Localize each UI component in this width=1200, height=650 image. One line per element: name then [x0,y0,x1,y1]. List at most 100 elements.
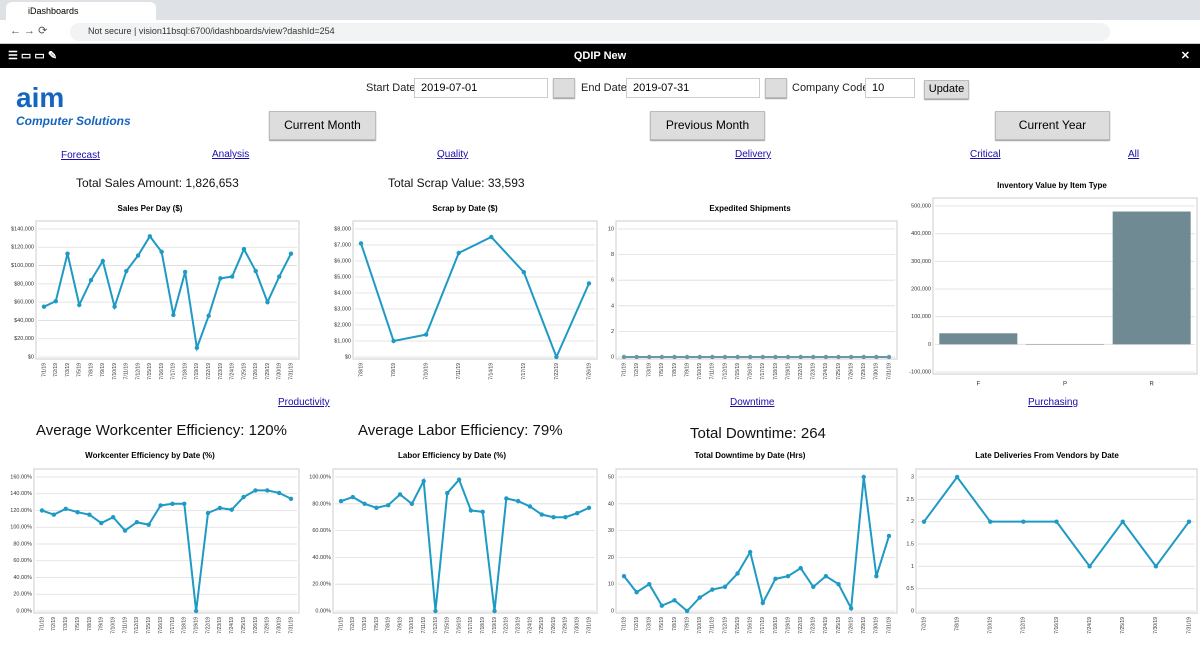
data-point [554,354,559,360]
nav-link[interactable]: Productivity [278,397,330,408]
y-tick-label: 40 [608,501,614,507]
start-label: Start Date [366,82,416,94]
bar [939,333,1018,345]
x-tick-label: 7/24/19 [229,617,235,634]
data-point [811,354,816,360]
nav-link[interactable]: Critical [970,149,1001,160]
update-button[interactable]: Update [924,80,969,99]
x-tick-label: 7/1/19 [621,617,627,631]
chart-title: Expedited Shipments [709,204,791,213]
data-point [445,490,450,496]
data-point [265,299,270,305]
y-tick-label: 40.00% [13,575,32,581]
x-tick-label: 7/31/19 [886,363,892,380]
y-tick-label: 160.00% [10,474,32,480]
x-tick-label: 7/31/19 [1186,617,1192,634]
data-point [697,354,702,360]
plot-frame [915,468,1198,614]
company-select[interactable]: 10 [865,78,915,98]
y-tick-label: $4,000 [334,290,351,296]
chart-title: Workcenter Efficiency by Date (%) [85,451,215,460]
period-button[interactable]: Current Month [269,111,376,140]
x-tick-label: 7/16/19 [158,617,164,634]
x-tick-label: 7/1/19 [338,617,344,631]
data-point [539,512,544,517]
url-field[interactable]: Not secure | vision11bsql:6700/idashboar… [70,23,1110,41]
data-point [798,565,803,571]
x-tick-label: 7/8/19 [672,363,678,377]
period-button[interactable]: Previous Month [650,111,765,140]
x-tick-label: 7/24/19 [230,363,236,380]
address-bar: ← → ⟳ Not secure | vision11bsql:6700/ida… [0,20,1200,44]
x-tick-label: 7/10/19 [988,617,994,634]
x-tick-label: 7/25/19 [836,617,842,634]
chart-title: Labor Efficiency by Date (%) [398,451,506,460]
calendar-button[interactable] [765,78,787,98]
security-label: Not secure [88,26,132,36]
x-tick-label: 7/2/19 [634,363,640,377]
x-tick-label: 7/15/19 [147,363,153,380]
x-tick-label: 7/31/19 [586,617,592,634]
nav-link[interactable]: All [1128,149,1140,160]
x-tick-label: 7/23/19 [515,617,521,634]
y-tick-label: -100,000 [909,369,931,375]
nav-link[interactable]: Downtime [730,397,775,408]
nav-icons: ← → ⟳ [10,25,48,37]
nav-link[interactable]: Purchasing [1028,397,1079,408]
end-input[interactable]: 2019-07-31 [626,78,760,98]
x-tick-label: 7/26/19 [848,363,854,380]
line-series [360,235,590,360]
y-tick-label: $20,000 [14,336,34,342]
data-point [684,608,690,614]
y-tick-label: 300,000 [911,259,931,265]
calendar-button[interactable] [553,78,575,98]
data-point [735,571,740,576]
data-point [747,354,753,360]
browser-tab[interactable]: iDashboards [6,2,156,20]
data-point [722,354,728,360]
data-point [886,533,892,539]
data-point [1021,519,1026,524]
y-tick-label: 0 [911,608,914,614]
x-tick-label: 7/31/19 [886,617,892,634]
nav-link[interactable]: Forecast [61,150,100,161]
x-tick-label: 7/25/19 [241,363,247,380]
data-point [621,354,627,360]
plot-frame [615,468,898,614]
data-point [1120,519,1125,524]
y-tick-label: 30 [608,528,614,534]
start-input[interactable]: 2019-07-01 [414,78,548,98]
data-point [886,354,892,360]
data-point [124,268,129,274]
data-point [122,528,128,533]
data-point [433,608,438,614]
period-button[interactable]: Current Year [995,111,1110,140]
bar [1112,211,1191,345]
y-tick-label: $5,000 [334,274,351,280]
x-tick-label: 7/2/19 [51,617,57,631]
kpi: Total Downtime: 264 [690,425,826,442]
x-tick-label: 7/11/19 [710,617,716,634]
data-point [423,332,429,337]
data-point [391,338,396,344]
kpi: Average Labor Efficiency: 79% [358,422,563,439]
data-point [551,515,556,520]
nav-link[interactable]: Quality [437,149,469,160]
data-point [747,549,753,555]
chart-title: Scrap by Date ($) [432,204,498,213]
chart-title: Sales Per Day ($) [118,204,183,213]
plot-frame [615,220,898,360]
data-point [515,498,521,504]
data-point [358,241,364,246]
y-tick-label: 3 [911,474,914,480]
nav-link[interactable]: Delivery [735,149,772,160]
data-point [362,501,367,506]
x-tick-label: 7/11/19 [456,363,462,380]
x-tick-label: 7/9/19 [99,617,105,631]
x-tick-label: 7/3/19 [362,617,368,631]
nav-link[interactable]: Analysis [212,149,250,160]
data-point [277,274,282,279]
y-tick-label: 200,000 [911,286,931,292]
toolbar-icons[interactable]: ☰ ▭ ▭ ✎ [8,50,58,62]
close-icon[interactable]: ✕ [1180,50,1190,62]
